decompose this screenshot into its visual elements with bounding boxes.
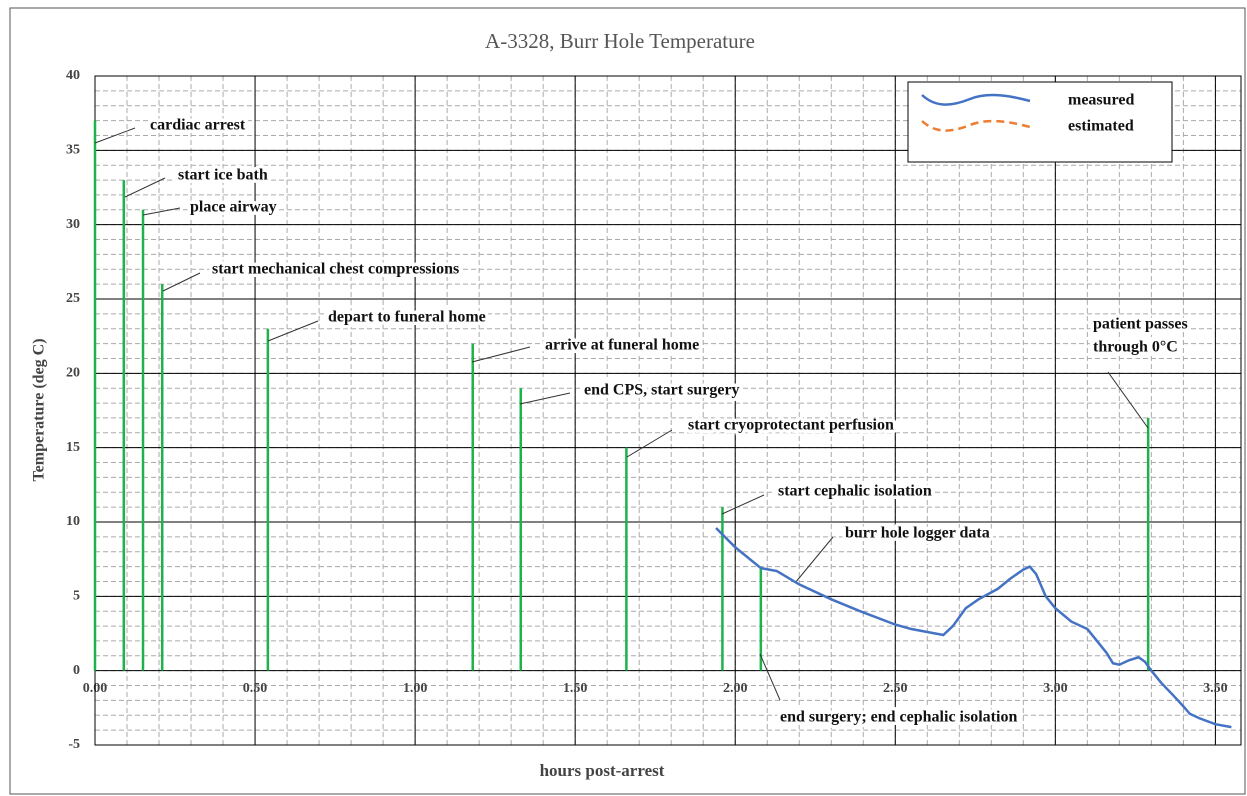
- x-tick-label: 2.50: [883, 681, 908, 696]
- x-tick-label: 3.00: [1043, 681, 1068, 696]
- leader-line: [124, 177, 166, 198]
- event-label: through 0°C: [1093, 339, 1178, 356]
- legend-label: estimated: [1068, 118, 1134, 135]
- event-label: place airway: [190, 199, 277, 216]
- event-label: arrive at funeral home: [545, 337, 699, 354]
- y-tick-label: -5: [68, 737, 80, 752]
- y-tick-label: 40: [66, 68, 80, 83]
- y-tick-label: 20: [66, 366, 80, 381]
- leader-line: [142, 207, 181, 216]
- leader-line: [162, 272, 201, 292]
- leader-line: [794, 536, 834, 584]
- leader-line: [759, 653, 781, 701]
- event-label: cardiac arrest: [150, 117, 246, 134]
- y-tick-label: 10: [66, 514, 80, 529]
- x-axis-label: hours post-arrest: [540, 761, 665, 780]
- event-label: end surgery; end cephalic isolation: [780, 709, 1017, 726]
- x-tick-label: 0.50: [243, 681, 268, 696]
- leader-line: [471, 346, 531, 363]
- event-label: depart to funeral home: [328, 309, 486, 326]
- x-tick-label: 2.00: [723, 681, 748, 696]
- y-tick-label: 35: [66, 143, 80, 158]
- event-label: start cryoprotectant perfusion: [688, 417, 894, 434]
- y-tick-label: 30: [66, 217, 80, 232]
- data-line: [715, 527, 1232, 729]
- legend-box: [907, 81, 1173, 163]
- event-label: start ice bath: [178, 167, 268, 184]
- leader-line: [519, 392, 571, 405]
- leader-line: [267, 320, 319, 342]
- leader-line: [626, 429, 673, 458]
- y-tick-label: 25: [66, 291, 80, 306]
- annotation: burr hole logger data: [845, 525, 990, 542]
- legend-label: measured: [1068, 92, 1134, 109]
- legend-swatch: [921, 93, 1031, 106]
- leader-line: [1107, 371, 1149, 429]
- event-label: end CPS, start surgery: [584, 382, 740, 399]
- leader-line: [721, 494, 765, 515]
- x-tick-label: 1.00: [403, 681, 428, 696]
- y-tick-label: 15: [66, 440, 80, 455]
- chart-title: A-3328, Burr Hole Temperature: [485, 29, 755, 53]
- x-tick-label: 3.50: [1203, 681, 1228, 696]
- y-axis-label: Temperature (deg C): [31, 338, 48, 481]
- x-tick-label: 1.50: [563, 681, 588, 696]
- y-tick-label: 5: [73, 589, 80, 604]
- legend-swatch: [921, 119, 1031, 132]
- leader-line: [94, 127, 136, 144]
- y-tick-label: 0: [73, 663, 80, 678]
- event-label: start mechanical chest compressions: [212, 261, 459, 278]
- event-label: start cephalic isolation: [778, 483, 932, 500]
- event-label: patient passes: [1093, 316, 1188, 333]
